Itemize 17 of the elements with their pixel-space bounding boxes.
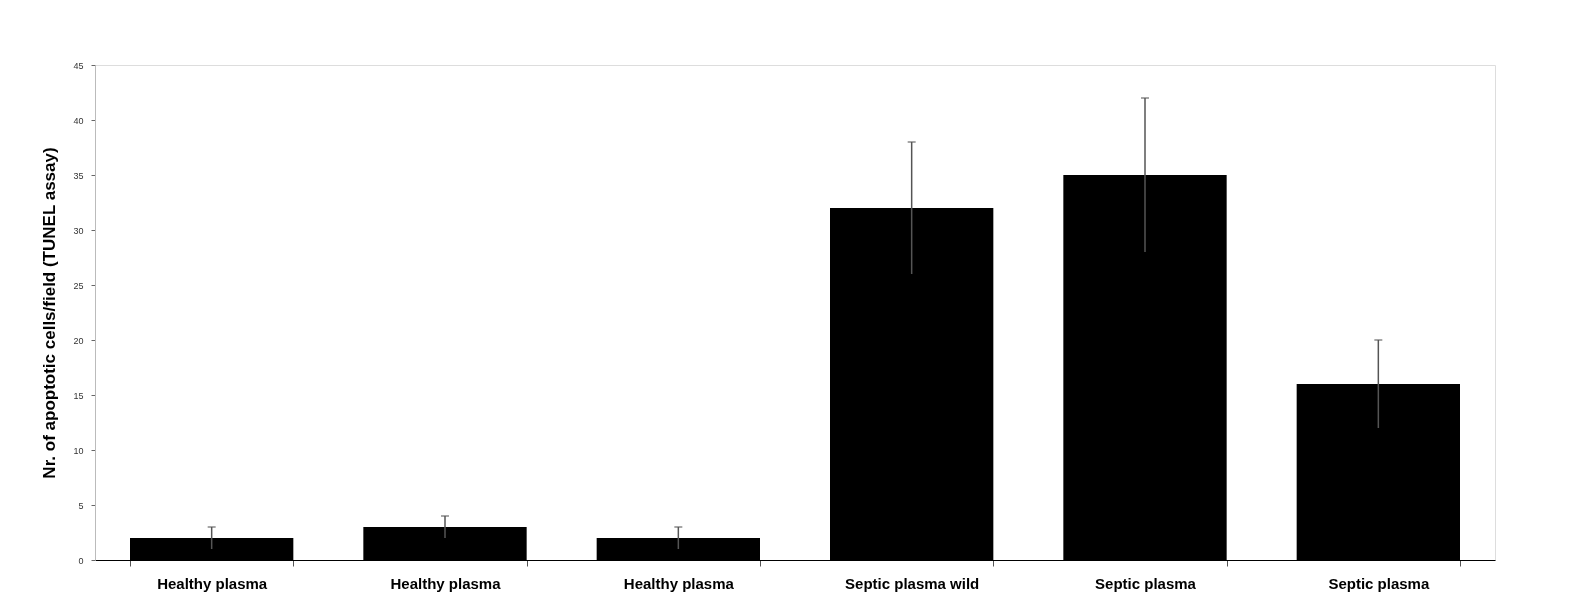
y-tick-label: 35 bbox=[73, 170, 84, 181]
y-tick-label: 45 bbox=[73, 60, 84, 71]
x-tick-label: Healthy plasma bbox=[390, 574, 502, 592]
y-tick-label: 25 bbox=[73, 280, 84, 291]
y-tick-label: 40 bbox=[73, 115, 84, 126]
y-axis-title: Nr. of apoptotic cells/field (TUNEL assay) bbox=[40, 147, 60, 479]
x-tick-label: Healthy plasma bbox=[623, 574, 735, 592]
x-tick-label: Septic plasma bbox=[1328, 574, 1430, 592]
y-tick-label: 20 bbox=[73, 335, 84, 346]
x-tick-label: Healthy plasma bbox=[157, 574, 268, 592]
y-tick-label: 0 bbox=[78, 555, 84, 566]
x-tick-label: Septic plasma wild bbox=[845, 574, 980, 592]
y-tick-label: 15 bbox=[73, 390, 84, 401]
y-tick-label: 5 bbox=[78, 500, 84, 511]
x-tick-label: Septic plasma bbox=[1095, 574, 1197, 592]
y-tick-label: 10 bbox=[73, 445, 84, 456]
y-tick-label: 30 bbox=[73, 225, 84, 236]
